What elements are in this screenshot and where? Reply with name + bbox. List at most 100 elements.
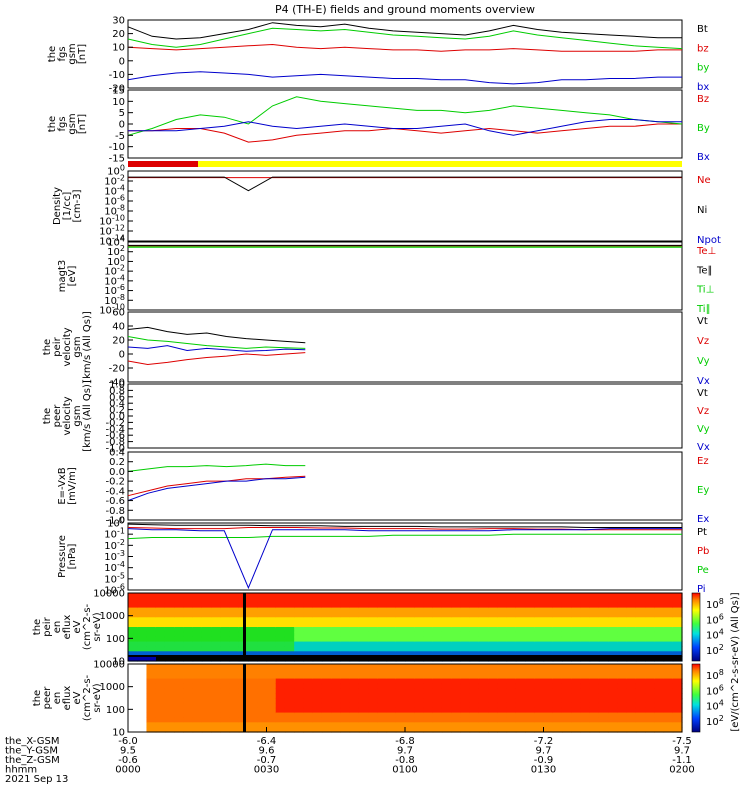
spectro-cell (654, 622, 665, 628)
spectro-cell (552, 593, 563, 599)
spectro-cell (312, 597, 323, 604)
spectro-cell (506, 673, 517, 680)
spectro-cell (571, 593, 582, 599)
spectro-cell (534, 707, 545, 714)
spectro-cell (275, 612, 286, 618)
spectro-cell (608, 664, 618, 670)
tick-label: 60 (112, 308, 125, 319)
tick-label: 15 (112, 86, 125, 97)
spectro-cell (534, 693, 545, 699)
spectro-cell (201, 688, 212, 694)
spectro-cell (626, 607, 637, 614)
y-axis-label-line: (cm^2-s- (82, 674, 93, 721)
spectro-cell (164, 683, 175, 689)
spectro-cell (451, 702, 461, 709)
spectro-cell (626, 717, 637, 723)
spectro-cell (229, 673, 240, 680)
spectro-cell (395, 636, 406, 643)
spectro-cell (386, 707, 397, 714)
spectro-cell (275, 664, 286, 670)
spectro-cell (608, 722, 618, 728)
tick-label: -1.0 (105, 516, 125, 527)
spectro-cell (340, 678, 351, 685)
spectro-cell (645, 702, 655, 709)
spectro-cell (405, 678, 415, 685)
spectro-cell (645, 707, 655, 714)
spectro-cell (589, 617, 600, 623)
spectro-cell (405, 597, 415, 604)
spectro-cell (294, 683, 305, 689)
spectro-cell (654, 636, 665, 643)
spectro-cell (441, 612, 452, 618)
spectro-cell (645, 678, 655, 685)
spectro-cell (645, 712, 655, 719)
spectro-cell (137, 636, 148, 643)
spectro-cell (515, 597, 526, 604)
spectro-cell (137, 593, 148, 599)
spectro-cell (571, 707, 582, 714)
spectro-cell (183, 612, 194, 618)
spectro-cell (201, 651, 212, 657)
spectro-cell (349, 707, 360, 714)
spectro-cell (534, 702, 545, 709)
spectro-cell (164, 612, 175, 618)
spectro-cell (543, 636, 554, 643)
spectro-cell (497, 673, 508, 680)
spectro-cell (321, 617, 332, 623)
spectro-cell (617, 602, 628, 609)
spectro-cell (257, 722, 268, 728)
spectro-cell (608, 593, 618, 599)
spectro-cell (164, 651, 175, 657)
spectro-cell (617, 693, 628, 699)
spectro-cell (284, 722, 295, 728)
spectro-cell (645, 597, 655, 604)
spectro-cell (571, 641, 582, 648)
spectro-cell (478, 693, 489, 699)
spectro-cell (137, 627, 148, 633)
tick-label: -5 (115, 131, 125, 142)
spectro-cell (663, 602, 674, 609)
spectro-cell (580, 627, 591, 633)
spectro-cell (451, 602, 461, 609)
spectro-cell (220, 673, 231, 680)
spectro-cell (515, 602, 526, 609)
spectro-cell (617, 646, 628, 652)
spectro-cell (626, 617, 637, 623)
spectro-cell (635, 636, 646, 643)
tick-label: 0.0 (109, 412, 125, 423)
spectro-cell (460, 597, 471, 604)
spectro-cell (543, 712, 554, 719)
spectro-cell (146, 622, 157, 628)
spectro-noise-floor (128, 655, 682, 661)
y-axis-label-line: the (42, 339, 53, 355)
spectro-cell (589, 631, 600, 638)
tick-label: 0.4 (109, 399, 125, 410)
spectro-cell (248, 678, 258, 685)
legend-Vx: Vx (697, 442, 710, 453)
spectro-cell (395, 712, 406, 719)
y-axis-label-line: [km/s (All Qs)] (82, 311, 93, 383)
spectro-cell (146, 722, 157, 728)
spectro-cell (672, 702, 683, 709)
spectro-cell (571, 693, 582, 699)
spectro-cell (192, 627, 203, 633)
spectro-cell (561, 631, 572, 638)
spectro-cell (663, 607, 674, 614)
spectro-cell (164, 722, 175, 728)
x-axis-value: -1.1 (672, 755, 692, 766)
spectro-cell (451, 627, 461, 633)
spectro-cell (515, 651, 526, 657)
spectro-cell (192, 688, 203, 694)
series-line-Pe (127, 533, 682, 540)
spectro-cell (645, 636, 655, 643)
spectro-cell (358, 702, 369, 709)
spectro-cell (589, 597, 600, 604)
spectro-cell (414, 683, 425, 689)
spectro-cell (220, 688, 231, 694)
spectro-cell (146, 698, 157, 704)
tick-label: 5 (119, 108, 125, 119)
spectro-cell (534, 673, 545, 680)
spectro-cell (414, 707, 425, 714)
spectro-cell (580, 617, 591, 623)
spectro-cell (525, 664, 535, 670)
